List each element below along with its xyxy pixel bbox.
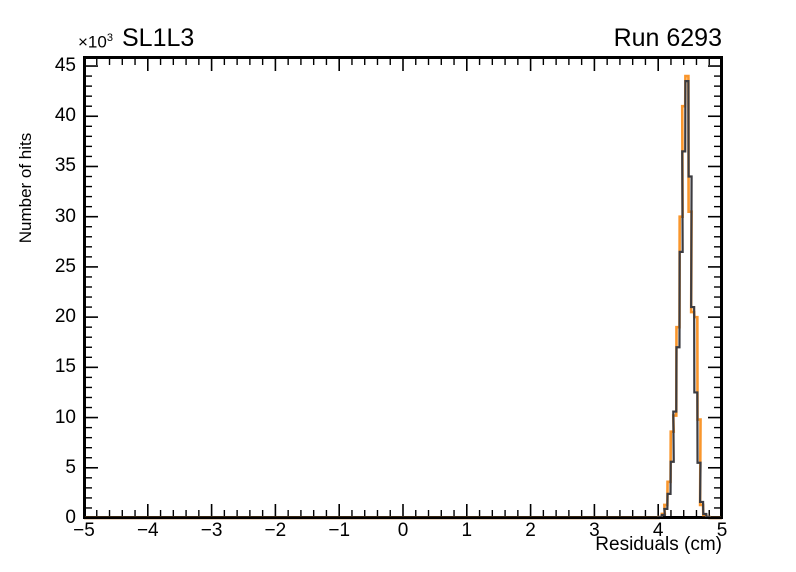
y-axis-multiplier: ×103 [78, 33, 113, 51]
x-tick-label: −1 [328, 520, 351, 541]
y-tick-label: 20 [54, 306, 76, 328]
y-tick-label: 25 [54, 255, 76, 277]
y-tick-label: 40 [54, 105, 76, 127]
y-tick-label: 35 [54, 155, 76, 177]
plot-title-right: Run 6293 [613, 24, 722, 52]
x-tick-label: 0 [397, 520, 409, 541]
x-tick-label: −4 [136, 520, 159, 541]
y-tick-label: 30 [54, 205, 76, 227]
x-tick-label: 4 [652, 520, 664, 541]
x-tick-label: 2 [525, 520, 536, 541]
y-tick-label: 10 [54, 406, 76, 428]
y-tick-label: 0 [65, 507, 76, 528]
x-tick-label: 3 [589, 520, 600, 541]
x-axis-label: Residuals (cm) [595, 534, 722, 555]
y-tick-label: 45 [54, 55, 76, 77]
y-tick-label: 15 [54, 356, 76, 378]
plot-title-left: SL1L3 [122, 24, 195, 52]
x-tick-label: 1 [461, 520, 473, 541]
x-tick-label: −3 [200, 520, 223, 541]
y-axis-multiplier-exponent: 3 [106, 32, 113, 44]
x-tick-label: −2 [264, 520, 287, 541]
x-tick-label: −5 [73, 520, 95, 541]
y-axis-multiplier-base: ×10 [78, 32, 107, 52]
y-tick-label: 5 [65, 456, 76, 478]
x-tick-label: 5 [716, 520, 728, 541]
